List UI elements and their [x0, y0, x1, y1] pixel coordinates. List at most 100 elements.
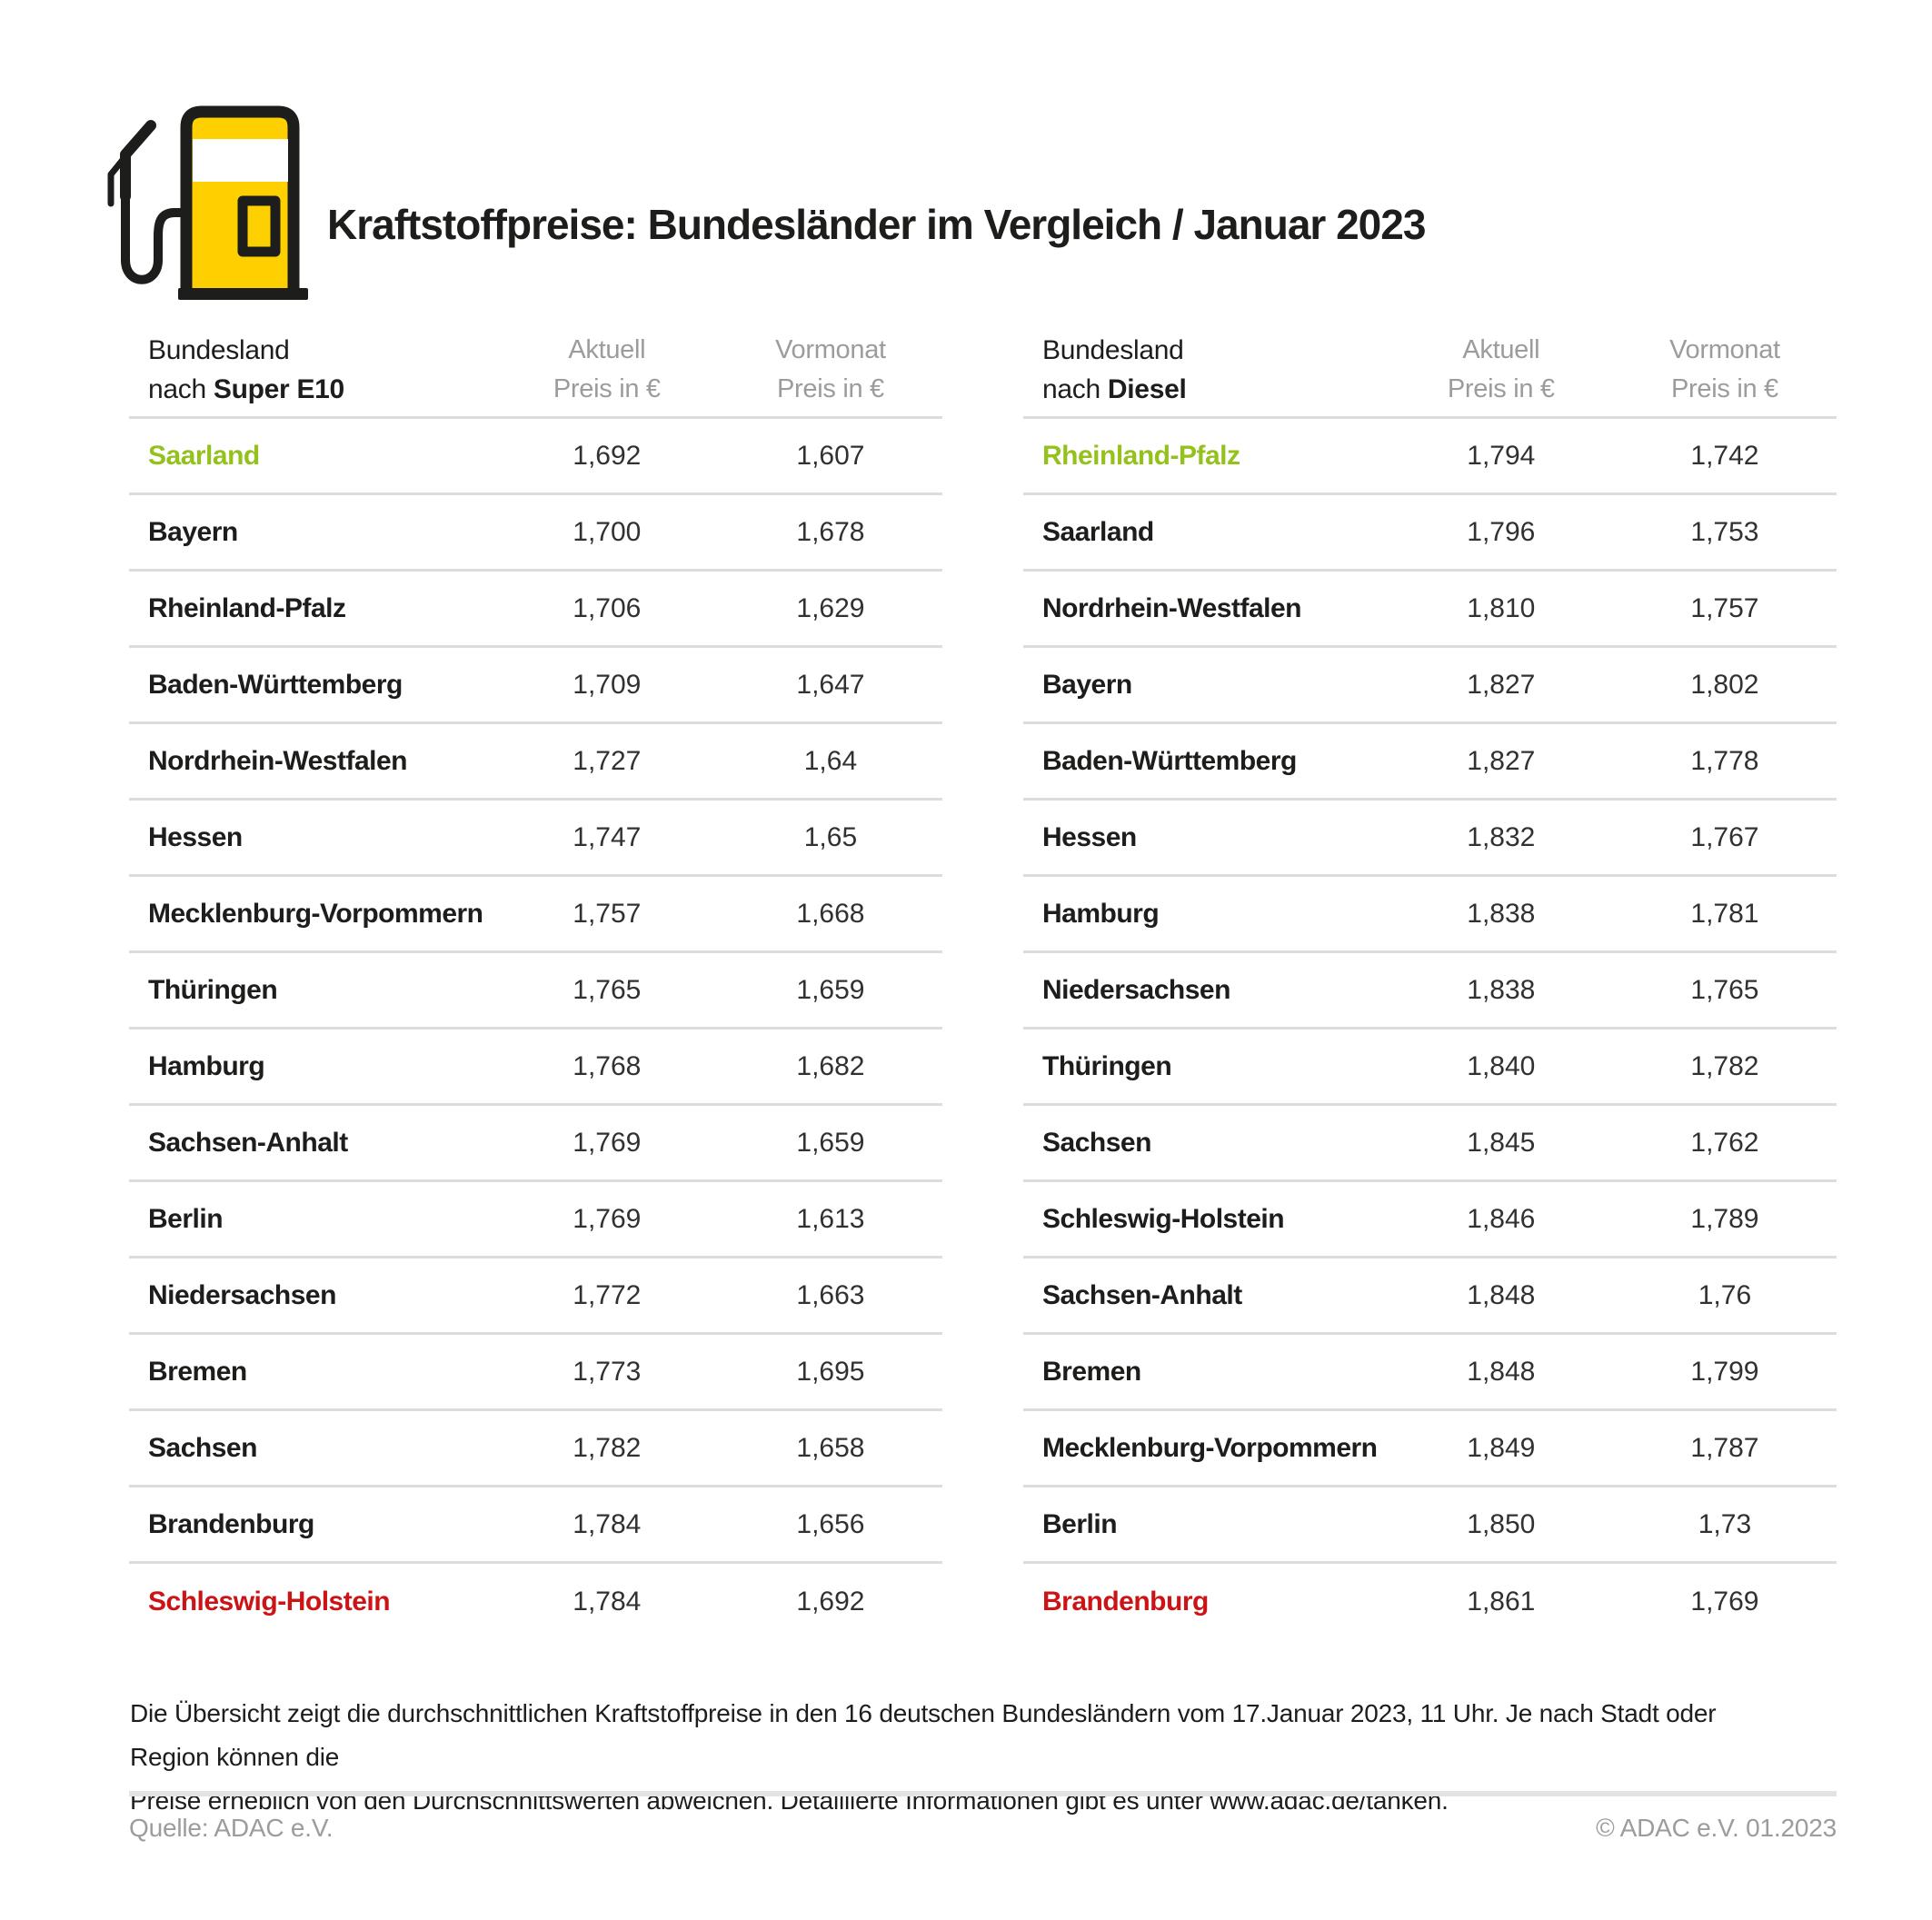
previous-month-price: 1,802	[1690, 669, 1759, 700]
previous-month-price: 1,629	[796, 592, 865, 623]
table-header: Bundesland nach Super E10 Aktuell Preis …	[129, 329, 942, 419]
current-price: 1,845	[1467, 1127, 1536, 1158]
previous-month-price: 1,767	[1690, 821, 1759, 852]
state-name: Nordrhein-Westfalen	[148, 745, 407, 776]
previous-month-price: 1,769	[1690, 1587, 1759, 1617]
state-name: Sachsen	[1042, 1127, 1151, 1158]
table-body: Saarland 1,692 1,607 Bayern 1,700 1,678 …	[129, 419, 942, 1640]
current-price: 1,827	[1467, 669, 1536, 700]
current-price: 1,784	[573, 1508, 642, 1539]
state-name: Sachsen	[148, 1432, 257, 1463]
current-price: 1,840	[1467, 1050, 1536, 1081]
current-price: 1,838	[1467, 974, 1536, 1005]
current-price: 1,848	[1467, 1356, 1536, 1387]
previous-month-price: 1,64	[803, 745, 858, 776]
current-price: 1,727	[573, 745, 642, 776]
column-header-aktuell: Aktuell Preis in €	[553, 335, 661, 403]
previous-month-price: 1,778	[1690, 745, 1759, 776]
table-row: Sachsen 1,845 1,762	[1023, 1106, 1837, 1182]
table-row: Bremen 1,848 1,799	[1023, 1335, 1837, 1411]
state-name: Hamburg	[148, 1050, 265, 1081]
previous-month-price: 1,695	[796, 1356, 865, 1387]
state-name: Schleswig-Holstein	[148, 1587, 391, 1617]
previous-month-price: 1,607	[796, 440, 865, 471]
current-price: 1,782	[573, 1432, 642, 1463]
current-price: 1,700	[573, 516, 642, 547]
source-left: Quelle: ADAC e.V.	[129, 1814, 334, 1842]
state-name: Hessen	[148, 821, 243, 852]
footnote: Die Übersicht zeigt die durchschnittlich…	[130, 1699, 1717, 1815]
current-price: 1,768	[573, 1050, 642, 1081]
previous-month-price: 1,782	[1690, 1050, 1759, 1081]
table-row: Hamburg 1,768 1,682	[129, 1030, 942, 1106]
table-row: Saarland 1,692 1,607	[129, 419, 942, 495]
table-row: Sachsen-Anhalt 1,769 1,659	[129, 1106, 942, 1182]
table-row: Hessen 1,747 1,65	[129, 801, 942, 877]
table-row: Niedersachsen 1,772 1,663	[129, 1258, 942, 1335]
table-row: Schleswig-Holstein 1,846 1,789	[1023, 1182, 1837, 1258]
source-right: © ADAC e.V. 01.2023	[1596, 1814, 1837, 1842]
table-row: Berlin 1,769 1,613	[129, 1182, 942, 1258]
previous-month-price: 1,757	[1690, 592, 1759, 623]
state-name: Baden-Württemberg	[1042, 745, 1297, 776]
table-row: Sachsen-Anhalt 1,848 1,76	[1023, 1258, 1837, 1335]
table-row: Rheinland-Pfalz 1,794 1,742	[1023, 419, 1837, 495]
state-name: Bremen	[148, 1356, 247, 1387]
current-price: 1,765	[573, 974, 642, 1005]
current-price: 1,773	[573, 1356, 642, 1387]
table-row: Hamburg 1,838 1,781	[1023, 877, 1837, 953]
table-row: Brandenburg 1,784 1,656	[129, 1487, 942, 1564]
state-name: Bayern	[148, 516, 238, 547]
previous-month-price: 1,762	[1690, 1127, 1759, 1158]
page-title: Kraftstoffpreise: Bundesländer im Vergle…	[327, 201, 1426, 248]
state-name: Berlin	[148, 1203, 224, 1234]
table-row: Nordrhein-Westfalen 1,810 1,757	[1023, 572, 1837, 648]
current-price: 1,827	[1467, 745, 1536, 776]
table-header: Bundesland nach Diesel Aktuell Preis in …	[1023, 329, 1837, 419]
state-name: Thüringen	[148, 974, 278, 1005]
table-body: Rheinland-Pfalz 1,794 1,742 Saarland 1,7…	[1023, 419, 1837, 1640]
table-row: Thüringen 1,765 1,659	[129, 953, 942, 1030]
previous-month-price: 1,781	[1690, 898, 1759, 929]
current-price: 1,848	[1467, 1279, 1536, 1310]
previous-month-price: 1,65	[803, 821, 858, 852]
state-name: Niedersachsen	[1042, 974, 1230, 1005]
previous-month-price: 1,799	[1690, 1356, 1759, 1387]
table-row: Mecklenburg-Vorpommern 1,757 1,668	[129, 877, 942, 953]
current-price: 1,769	[573, 1127, 642, 1158]
table-row: Bayern 1,827 1,802	[1023, 648, 1837, 724]
current-price: 1,838	[1467, 898, 1536, 929]
state-name: Bremen	[1042, 1356, 1141, 1387]
column-header-bundesland: Bundesland nach Super E10	[148, 335, 344, 404]
current-price: 1,846	[1467, 1203, 1536, 1234]
state-name: Brandenburg	[148, 1508, 314, 1539]
current-price: 1,772	[573, 1279, 642, 1310]
current-price: 1,757	[573, 898, 642, 929]
previous-month-price: 1,663	[796, 1279, 865, 1310]
current-price: 1,709	[573, 669, 642, 700]
nach-label: nach	[1042, 374, 1100, 404]
table-row: Mecklenburg-Vorpommern 1,849 1,787	[1023, 1411, 1837, 1487]
table-row: Niedersachsen 1,838 1,765	[1023, 953, 1837, 1030]
table-row: Baden-Württemberg 1,709 1,647	[129, 648, 942, 724]
column-header-vormonat: Vormonat Preis in €	[1669, 335, 1780, 403]
state-name: Sachsen-Anhalt	[148, 1127, 348, 1158]
column-header-aktuell: Aktuell Preis in €	[1447, 335, 1555, 403]
current-price: 1,747	[573, 821, 642, 852]
state-name: Mecklenburg-Vorpommern	[148, 898, 483, 929]
current-price: 1,769	[573, 1203, 642, 1234]
previous-month-price: 1,682	[796, 1050, 865, 1081]
previous-month-price: 1,753	[1690, 516, 1759, 547]
previous-month-price: 1,789	[1690, 1203, 1759, 1234]
table-row: Thüringen 1,840 1,782	[1023, 1030, 1837, 1106]
table-row: Saarland 1,796 1,753	[1023, 495, 1837, 572]
tables-region: Bundesland nach Super E10 Aktuell Preis …	[129, 329, 1837, 1640]
table-row: Berlin 1,850 1,73	[1023, 1487, 1837, 1564]
fuel-table-super-e10: Bundesland nach Super E10 Aktuell Preis …	[129, 329, 942, 1640]
state-name: Mecklenburg-Vorpommern	[1042, 1432, 1378, 1463]
fuel-name: Diesel	[1107, 374, 1187, 404]
state-name: Nordrhein-Westfalen	[1042, 592, 1301, 623]
current-price: 1,706	[573, 592, 642, 623]
state-name: Saarland	[1042, 516, 1154, 547]
previous-month-price: 1,668	[796, 898, 865, 929]
